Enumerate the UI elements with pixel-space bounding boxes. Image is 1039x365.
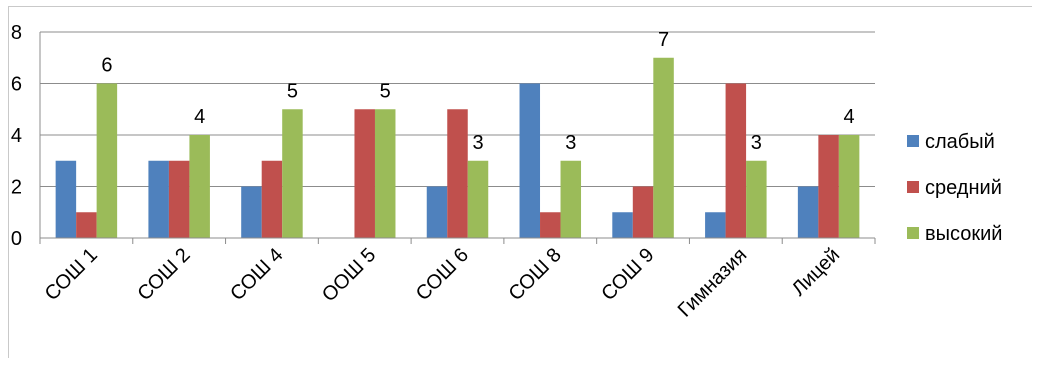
data-label: 7: [658, 29, 669, 51]
bar-слабый-СОШ 1: [55, 160, 77, 238]
data-label: 4: [844, 106, 855, 128]
bars: [55, 57, 860, 238]
bar-слабый-СОШ 6: [426, 186, 448, 238]
y-tick-label: 4: [11, 125, 22, 147]
bar-средний-Гимназия: [725, 83, 747, 238]
legend: слабый средний высокий: [907, 131, 1002, 245]
bar-средний-СОШ 1: [76, 212, 97, 238]
bar-средний-ООШ 5: [354, 109, 375, 238]
y-tick-label: 0: [11, 228, 22, 250]
bar-слабый-СОШ 2: [148, 160, 169, 238]
x-tick-label: ООШ 5: [318, 244, 380, 306]
bar-высокий-СОШ 1: [96, 83, 118, 238]
legend-label: высокий: [925, 223, 1002, 245]
bar-высокий-СОШ 9: [653, 57, 674, 238]
bar-средний-Лицей: [818, 135, 839, 238]
x-tick-label: СОШ 9: [597, 244, 658, 305]
bar-высокий-Гимназия: [746, 160, 767, 238]
x-axis: [39, 32, 876, 244]
bar-высокий-СОШ 6: [467, 160, 489, 238]
bar-высокий-Лицей: [838, 135, 860, 238]
x-axis-ticks: СОШ 1 СОШ 2 СОШ 4 ООШ 5 СОШ 6 СОШ 8 СОШ 9 Гимна…: [41, 244, 844, 322]
legend-label: средний: [925, 177, 1002, 199]
x-tick-label: СОШ 6: [412, 244, 473, 305]
x-tick-label: Лицей: [788, 244, 844, 300]
bar-слабый-СОШ 9: [612, 212, 633, 238]
y-tick-label: 6: [11, 74, 22, 96]
bar-слабый-Гимназия: [705, 212, 726, 238]
bar-высокий-СОШ 4: [282, 109, 303, 238]
bar-средний-СОШ 2: [168, 160, 190, 238]
bar-средний-СОШ 6: [447, 109, 468, 238]
bar-слабый-Лицей: [797, 186, 819, 238]
data-label: 5: [287, 80, 298, 102]
legend-swatch: [907, 227, 919, 239]
legend-swatch: [907, 181, 919, 193]
data-label: 3: [565, 132, 576, 154]
x-tick-label: СОШ 1: [41, 244, 102, 305]
legend-label: слабый: [925, 131, 995, 153]
data-labels: 6 4 5 5 3 3 7 3 4: [101, 29, 854, 154]
x-tick-label: СОШ 2: [133, 244, 194, 305]
x-tick-label: Гимназия: [674, 244, 752, 322]
chart-frame: [8, 6, 1032, 358]
bar-средний-СОШ 9: [632, 186, 654, 238]
bar-средний-СОШ 8: [540, 212, 561, 238]
bar-слабый-СОШ 4: [241, 186, 262, 238]
bar-высокий-СОШ 2: [189, 135, 210, 238]
bar-высокий-ООШ 5: [374, 109, 396, 238]
y-axis-ticks: 0 2 4 6 8: [11, 22, 22, 250]
legend-swatch: [907, 135, 919, 147]
y-tick-label: 2: [11, 177, 22, 199]
y-tick-label: 8: [11, 22, 22, 44]
data-label: 4: [194, 106, 205, 128]
data-label: 5: [380, 80, 391, 102]
bar-средний-СОШ 4: [261, 160, 283, 238]
bar-высокий-СОШ 8: [560, 160, 582, 238]
bar-слабый-СОШ 8: [519, 83, 541, 238]
x-tick-label: СОШ 4: [226, 244, 287, 305]
data-label: 3: [472, 132, 483, 154]
data-label: 6: [101, 55, 112, 77]
x-tick-label: СОШ 8: [505, 244, 566, 305]
data-label: 3: [751, 132, 762, 154]
